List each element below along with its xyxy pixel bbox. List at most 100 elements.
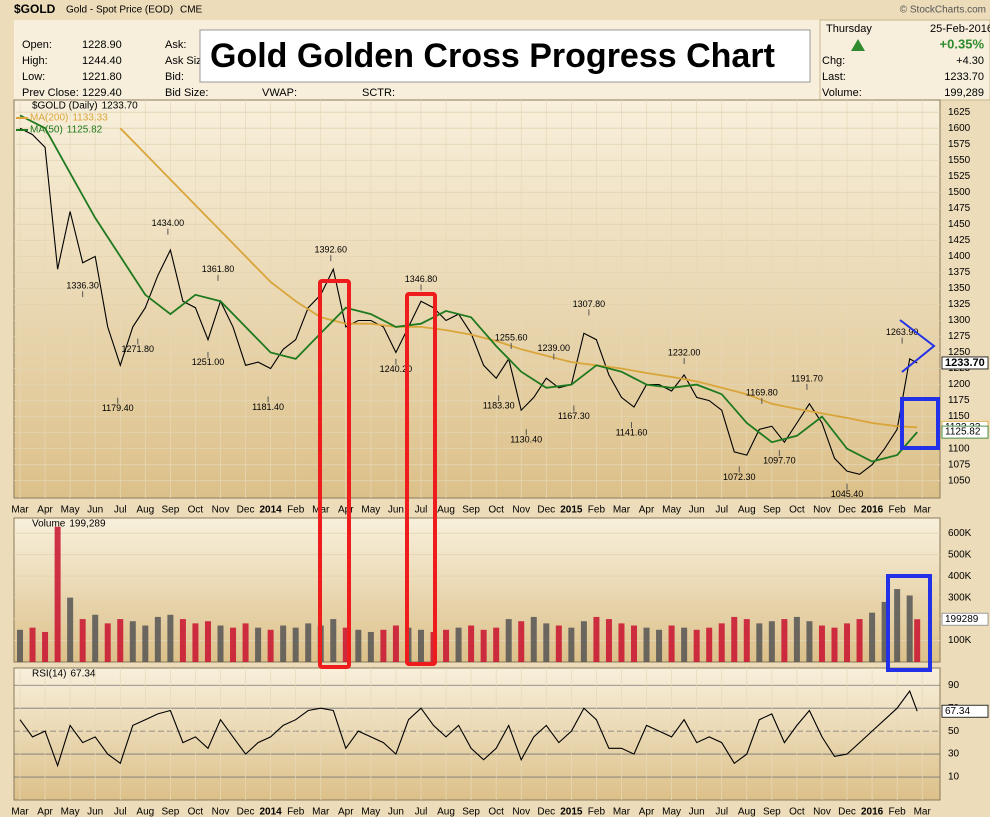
volume-bar	[643, 627, 650, 662]
volume-bar	[806, 621, 813, 662]
y-tick-label: 1175	[948, 395, 970, 406]
x-tick-label: Dec	[838, 505, 856, 516]
y-tick-label: 1275	[948, 331, 971, 342]
annotation-label: 1169.80	[746, 387, 778, 397]
title-box	[199, 29, 811, 83]
volume-bar	[518, 621, 525, 662]
volume-bar	[706, 627, 713, 662]
x-tick-label: Oct	[789, 505, 805, 516]
x-tick-label: Nov	[813, 505, 831, 516]
value-tag	[941, 425, 989, 439]
volume-bar	[54, 526, 61, 662]
x-tick-label: May	[361, 807, 380, 817]
field-label: Prev Close:	[22, 87, 79, 99]
field-label: Bid Size:	[165, 87, 208, 99]
x-tick-label: Mar	[312, 807, 330, 817]
x-tick-label: 2015	[560, 505, 583, 516]
volume-bar	[29, 627, 36, 662]
volume-bar	[17, 629, 24, 662]
x-tick-label: Feb	[889, 505, 907, 516]
annotation-label: 1434.00	[152, 218, 185, 228]
x-tick-label: Apr	[639, 807, 655, 817]
volume-bar	[631, 625, 638, 662]
field-label: Open:	[22, 39, 52, 51]
y-tick-label: 1350	[948, 283, 971, 294]
volume-bar	[179, 619, 186, 662]
panel	[13, 667, 941, 801]
field-label: Low:	[22, 71, 45, 83]
annotation-label: 1240.20	[380, 364, 413, 374]
y-tick-label: 50	[948, 726, 960, 737]
highlight-box	[900, 397, 940, 450]
volume-bar	[543, 623, 550, 662]
annotation-label: 1181.40	[252, 402, 284, 412]
volume-bar	[267, 629, 274, 662]
date: 25-Feb-2016	[930, 23, 990, 35]
volume-bar	[743, 619, 750, 662]
volume-bar	[656, 629, 663, 662]
annotation-label: 1232.00	[668, 347, 701, 357]
volume-bar	[869, 612, 876, 662]
x-tick-label: Nov	[512, 505, 530, 516]
highlight-box	[405, 292, 437, 666]
legend-name: Volume	[32, 519, 66, 530]
volume-bar	[530, 616, 537, 662]
up-arrow	[851, 39, 865, 51]
x-tick-label: Nov	[813, 807, 831, 817]
volume-bar	[605, 619, 612, 662]
volume-bar	[756, 623, 763, 662]
field-value: 1228.90	[82, 39, 122, 51]
annotation-label: 1392.60	[314, 244, 347, 254]
x-tick-label: Mar	[914, 807, 932, 817]
volume-bar	[305, 623, 312, 662]
exchange: CME	[180, 5, 203, 16]
volume-bar	[768, 621, 775, 662]
x-tick-label: Oct	[488, 807, 504, 817]
x-tick-label: Jul	[715, 807, 728, 817]
volume-bar	[505, 619, 512, 662]
x-tick-label: Jun	[388, 505, 404, 516]
x-tick-label: Oct	[789, 807, 805, 817]
volume-bar	[468, 625, 475, 662]
y-tick-label: 1250	[948, 347, 971, 358]
x-tick-label: Dec	[237, 505, 255, 516]
volume-bar	[342, 627, 349, 662]
x-tick-label: Jul	[415, 807, 428, 817]
value-tag-label: 1125.82	[945, 427, 981, 438]
overlay: Gold Golden Cross Progress Chart	[199, 29, 940, 672]
annotation-label: 1336.30	[66, 281, 99, 291]
security-name: Gold - Spot Price (EOD)	[66, 5, 173, 16]
volume-bar	[154, 616, 161, 662]
x-tick-label: May	[61, 807, 80, 817]
change-pct: +0.35%	[940, 36, 985, 51]
volume-bar	[914, 619, 921, 662]
y-tick-label: 1525	[948, 171, 971, 182]
y-tick-label: 10	[948, 772, 960, 783]
y-tick-label: 300K	[948, 592, 972, 603]
x-tick-label: Apr	[37, 505, 53, 516]
y-tick-label: 1400	[948, 251, 971, 262]
x-tick-label: Apr	[338, 505, 354, 516]
chg-label: Chg:	[822, 55, 845, 67]
volume-bar	[455, 627, 462, 662]
y-tick-label: 1625	[948, 107, 971, 118]
last-label: Last:	[822, 71, 846, 83]
legend-name: MA(50)	[30, 125, 63, 136]
y-tick-label: 1500	[948, 187, 971, 198]
legend-name: $GOLD (Daily)	[32, 101, 98, 112]
volume-bar	[618, 623, 625, 662]
series-line	[119, 127, 918, 429]
x-tick-label: 2015	[560, 807, 583, 817]
x-tick-label: Sep	[462, 505, 480, 516]
annotation-label: 1179.40	[102, 403, 134, 413]
x-tick-label: Oct	[488, 505, 504, 516]
volume-bar	[330, 619, 337, 662]
volume-bar	[493, 627, 500, 662]
legend-value: 1125.82	[67, 125, 103, 136]
x-tick-label: 2014	[259, 505, 282, 516]
field-label: Bid:	[165, 71, 184, 83]
annotation-label: 1251.00	[192, 357, 225, 367]
volume-bar	[693, 629, 700, 662]
x-tick-label: Oct	[188, 505, 204, 516]
